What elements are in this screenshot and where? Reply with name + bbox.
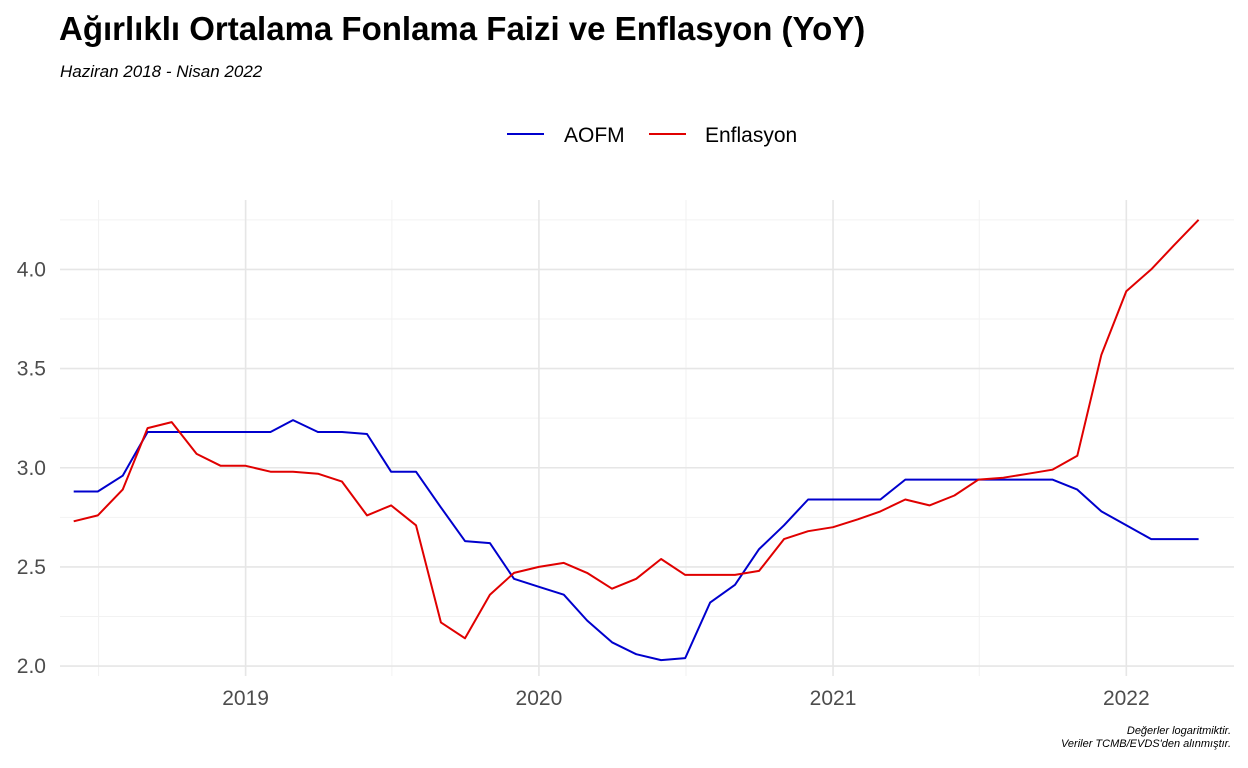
x-tick-label: 2022 — [1103, 687, 1150, 710]
y-tick-label: 3.5 — [17, 358, 46, 381]
chart-caption: Değerler logaritmiktir. Veriler TCMB/EVD… — [1061, 725, 1231, 751]
chart-title: Ağırlıklı Ortalama Fonlama Faizi ve Enfl… — [59, 10, 866, 47]
x-tick-label: 2019 — [222, 687, 269, 710]
y-tick-label: 2.0 — [17, 655, 46, 678]
series-line-aofm — [73, 419, 1199, 662]
caption-line-source: Veriler TCMB/EVDS'den alınmıştır. — [1061, 738, 1231, 750]
caption-line-log-note: Değerler logaritmiktir. — [1126, 725, 1231, 737]
y-tick-label: 4.0 — [17, 258, 46, 281]
y-tick-label: 3.0 — [17, 457, 46, 480]
series-line-enflasyon — [73, 219, 1200, 640]
y-tick-label: 2.5 — [17, 556, 46, 579]
x-tick-label: 2021 — [810, 687, 857, 710]
chart-subtitle: Haziran 2018 - Nisan 2022 — [60, 62, 263, 81]
legend-label-aofm: AOFM — [564, 124, 625, 147]
legend-label-enflasyon: Enflasyon — [705, 124, 797, 147]
x-tick-label: 2020 — [516, 687, 563, 710]
